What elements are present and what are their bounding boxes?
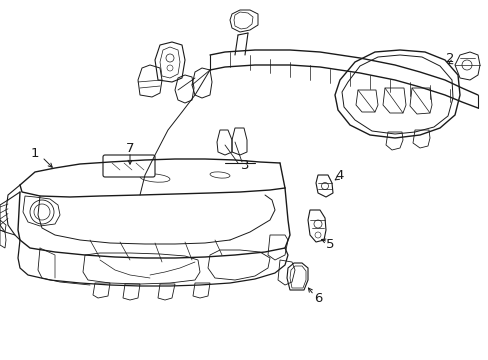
Text: 7: 7: [125, 141, 134, 154]
Text: 3: 3: [240, 158, 249, 171]
Text: 6: 6: [313, 292, 322, 305]
Text: 4: 4: [335, 168, 344, 181]
Text: 2: 2: [445, 51, 453, 64]
Text: 5: 5: [325, 239, 334, 252]
FancyBboxPatch shape: [103, 155, 155, 177]
Text: 1: 1: [31, 147, 39, 159]
